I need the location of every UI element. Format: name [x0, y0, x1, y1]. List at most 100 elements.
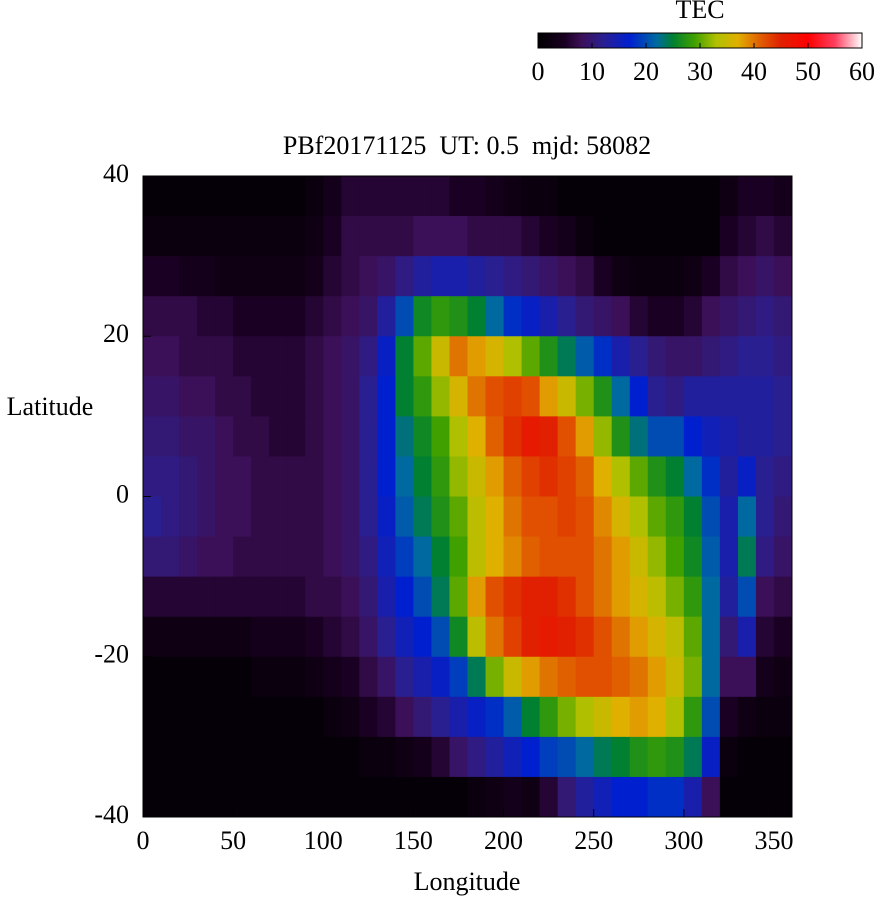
- x-tick-label: 250: [574, 826, 613, 855]
- heatmap-cell: [521, 696, 541, 738]
- heatmap-cell: [755, 296, 775, 337]
- heatmap-cell: [665, 296, 685, 337]
- heatmap-cell: [719, 776, 739, 818]
- heatmap-cell: [485, 536, 505, 578]
- heatmap-cell: [755, 336, 775, 377]
- heatmap-cell: [539, 176, 559, 217]
- heatmap-cell: [287, 496, 306, 538]
- heatmap-cell: [179, 496, 198, 538]
- heatmap-cell: [503, 176, 523, 217]
- heatmap-cell: [269, 176, 288, 217]
- heatmap-cell: [485, 256, 505, 297]
- heatmap-cell: [251, 416, 270, 457]
- heatmap-cell: [143, 456, 162, 497]
- heatmap-cell: [395, 216, 414, 257]
- heatmap-cell: [557, 776, 577, 818]
- heatmap-cell: [377, 216, 396, 257]
- x-axis-label: Longitude: [414, 867, 521, 896]
- heatmap-cell: [503, 736, 523, 778]
- heatmap-cell: [179, 776, 198, 818]
- heatmap-cell: [269, 736, 288, 778]
- heatmap-cell: [665, 656, 685, 698]
- heatmap-cell: [431, 376, 450, 417]
- heatmap-cell: [701, 536, 721, 578]
- heatmap-cell: [485, 656, 505, 698]
- heatmap-cell: [647, 456, 667, 497]
- heatmap-cell: [161, 416, 180, 457]
- heatmap-cell: [755, 576, 775, 618]
- heatmap-cell: [341, 176, 360, 217]
- heatmap-cell: [233, 656, 252, 698]
- heatmap-cell: [179, 416, 198, 457]
- heatmap-cell: [323, 336, 342, 377]
- heatmap-cell: [449, 336, 468, 377]
- heatmap-cell: [611, 416, 631, 457]
- heatmap-cell: [557, 336, 577, 377]
- heatmap-cell: [341, 616, 360, 658]
- heatmap-cell: [611, 496, 631, 538]
- heatmap-cell: [773, 736, 793, 778]
- heatmap-cell: [557, 456, 577, 497]
- heatmap-cell: [413, 456, 432, 497]
- heatmap-cell: [539, 576, 559, 618]
- heatmap-cell: [683, 376, 703, 417]
- heatmap-cell: [323, 256, 342, 297]
- heatmap-cell: [521, 656, 541, 698]
- heatmap-cell: [521, 256, 541, 297]
- heatmap-cell: [449, 616, 468, 658]
- heatmap-cell: [251, 776, 270, 818]
- heatmap-cell: [449, 456, 468, 497]
- heatmap-cell: [395, 496, 414, 538]
- y-tick-label: -20: [94, 640, 129, 669]
- heatmap-cell: [251, 376, 270, 417]
- heatmap-cell: [719, 336, 739, 377]
- heatmap-cell: [143, 776, 162, 818]
- heatmap-cell: [449, 536, 468, 578]
- heatmap-cell: [737, 336, 757, 377]
- heatmap-cell: [269, 776, 288, 818]
- heatmap-cell: [305, 296, 324, 337]
- heatmap-cell: [593, 656, 613, 698]
- heatmap-cell: [197, 456, 216, 497]
- heatmap-cell: [413, 176, 432, 217]
- heatmap-cell: [359, 616, 378, 658]
- heatmap-cell: [161, 376, 180, 417]
- heatmap-cell: [251, 736, 270, 778]
- heatmap-cell: [179, 536, 198, 578]
- heatmap-cell: [629, 656, 649, 698]
- heatmap-cell: [251, 536, 270, 578]
- colorbar-tick-label: 20: [633, 57, 659, 86]
- heatmap-cell: [413, 696, 432, 738]
- heatmap-cell: [197, 696, 216, 738]
- heatmap-cell: [359, 736, 378, 778]
- heatmap-cell: [287, 656, 306, 698]
- x-tick-label: 350: [754, 826, 793, 855]
- heatmap-cell: [179, 296, 198, 337]
- x-tick-label: 0: [137, 826, 150, 855]
- heatmap-cell: [503, 376, 523, 417]
- heatmap-cell: [305, 736, 324, 778]
- heatmap-cell: [233, 496, 252, 538]
- heatmap-cell: [197, 376, 216, 417]
- heatmap-cell: [269, 656, 288, 698]
- heatmap-cell: [323, 696, 342, 738]
- heatmap-cell: [323, 456, 342, 497]
- heatmap-cell: [755, 176, 775, 217]
- heatmap-cell: [611, 576, 631, 618]
- heatmap-cell: [179, 256, 198, 297]
- heatmap-cell: [575, 536, 595, 578]
- heatmap-cell: [323, 536, 342, 578]
- heatmap-cell: [521, 216, 541, 257]
- heatmap-cell: [287, 696, 306, 738]
- heatmap-cell: [305, 656, 324, 698]
- heatmap-cell: [341, 296, 360, 337]
- heatmap-cell: [737, 736, 757, 778]
- heatmap-cell: [575, 376, 595, 417]
- heatmap-cell: [197, 776, 216, 818]
- heatmap-cell: [701, 576, 721, 618]
- heatmap-cell: [395, 336, 414, 377]
- heatmap-cell: [575, 216, 595, 257]
- heatmap-cell: [467, 256, 487, 297]
- colorbar-tick-label: 0: [532, 57, 545, 86]
